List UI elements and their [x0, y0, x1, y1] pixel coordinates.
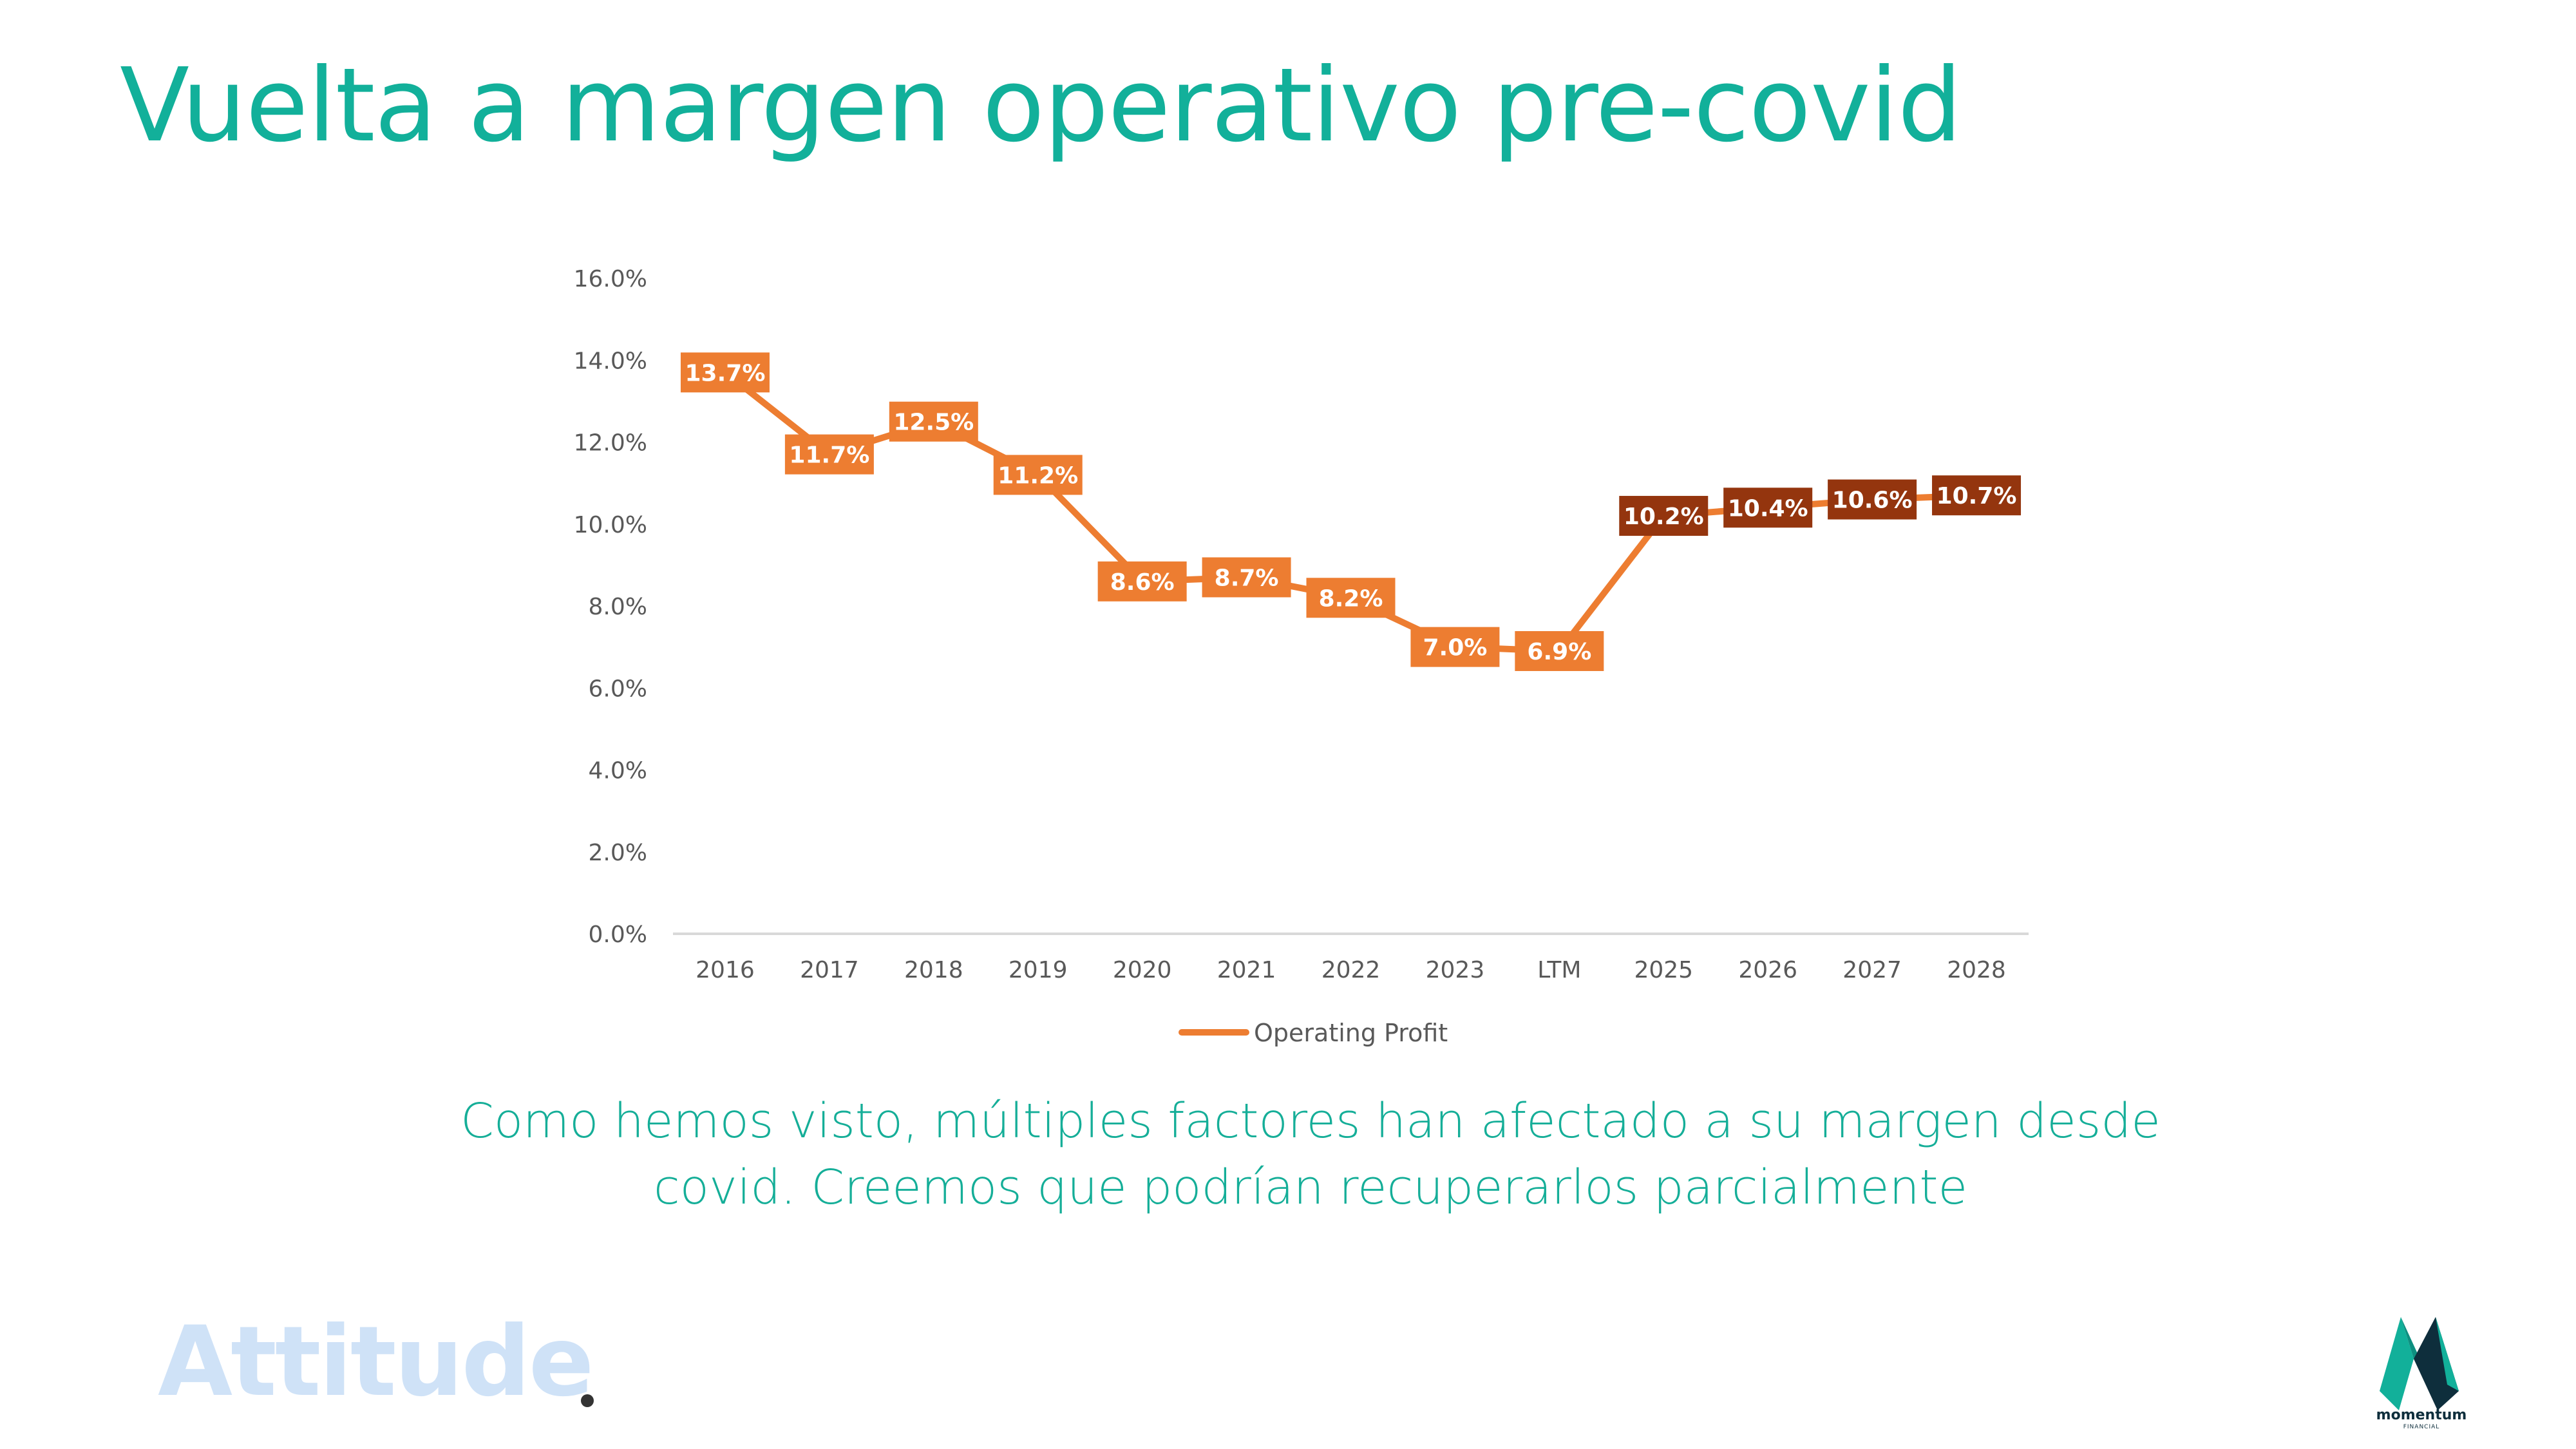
x-tick-label: LTM — [1537, 957, 1581, 983]
data-label-box — [1410, 627, 1500, 667]
data-label-box — [889, 401, 978, 442]
data-label-text: 12.5% — [893, 410, 974, 436]
data-label-box — [1306, 578, 1396, 618]
data-label: 6.9% — [1515, 630, 1604, 671]
legend-label: Operating Profit — [1254, 1019, 1448, 1047]
data-label-box — [1932, 475, 2022, 516]
data-label-box — [680, 352, 770, 393]
y-tick-label: 12.0% — [574, 430, 647, 457]
data-label-text: 10.7% — [1937, 483, 2017, 509]
data-label-text: 10.6% — [1832, 488, 1913, 514]
x-axis-tick-labels: 2016 2017 2018 2019 2020 2021 2022 2023 LTM 2025 2… — [696, 957, 2006, 983]
data-label: 10.6% — [1828, 479, 1917, 520]
data-label: 12.5% — [889, 401, 978, 442]
data-label: 13.7% — [680, 352, 770, 393]
data-label-text: 6.9% — [1527, 639, 1591, 665]
data-label: 7.0% — [1410, 627, 1500, 667]
data-label-box — [1619, 496, 1709, 536]
x-tick-label: 2026 — [1738, 957, 1797, 983]
x-tick-label: 2027 — [1842, 957, 1902, 983]
y-tick-label: 6.0% — [589, 676, 647, 702]
data-label: 11.7% — [784, 434, 874, 475]
momentum-logo-text: momentum — [2376, 1407, 2467, 1423]
x-tick-label: 2028 — [1947, 957, 2006, 983]
data-label-box — [1097, 561, 1187, 601]
x-tick-label: 2016 — [696, 957, 755, 983]
momentum-logo-icon — [2380, 1317, 2459, 1410]
data-label: 10.2% — [1619, 496, 1709, 536]
y-axis-tick-labels: 0.0% 2.0% 4.0% 6.0% 8.0% 10.0% 12.0% 14.0% 16.0% — [574, 266, 647, 948]
x-tick-label: 2023 — [1426, 957, 1485, 983]
momentum-logo-subtext: FINANCIAL — [2403, 1424, 2440, 1430]
y-tick-label: 8.0% — [589, 594, 647, 620]
y-tick-label: 14.0% — [574, 348, 647, 374]
data-labels: 13.7% 11.7% 12.5% 11.2% 8.6% 8.7% 8.2% 7.0% 6.9%… — [680, 352, 2022, 671]
y-tick-label: 10.0% — [574, 512, 647, 538]
data-label-box — [1202, 557, 1291, 598]
data-label: 8.6% — [1097, 561, 1187, 601]
data-label: 11.2% — [993, 455, 1083, 495]
x-tick-label: 2022 — [1321, 957, 1381, 983]
data-label: 10.7% — [1932, 475, 2022, 516]
x-tick-label: 2018 — [904, 957, 963, 983]
data-label-text: 8.6% — [1110, 569, 1175, 596]
data-label-text: 7.0% — [1423, 635, 1488, 661]
data-label-box — [1515, 630, 1604, 671]
x-tick-label: 2019 — [1009, 957, 1068, 983]
attitude-logo: Attitude — [158, 1306, 594, 1418]
x-tick-label: 2017 — [800, 957, 859, 983]
y-tick-label: 0.0% — [589, 922, 647, 948]
page-title: Vuelta a margen operativo pre-covid — [120, 46, 1962, 165]
x-tick-label: 2025 — [1634, 957, 1693, 983]
caption-text: Como hemos visto, múltiples factores han… — [460, 1094, 2161, 1215]
data-label-text: 8.2% — [1319, 585, 1383, 612]
data-label-box — [784, 434, 874, 475]
data-label: 8.7% — [1202, 557, 1291, 598]
data-label: 10.4% — [1723, 488, 1813, 528]
data-label-text: 11.2% — [998, 462, 1078, 489]
y-tick-label: 16.0% — [574, 266, 647, 292]
y-tick-label: 2.0% — [589, 840, 647, 866]
data-label-text: 10.2% — [1624, 504, 1704, 530]
legend: Operating Profit — [1179, 1019, 1448, 1047]
data-label-box — [993, 455, 1083, 495]
data-label-box — [1723, 488, 1813, 528]
data-label-text: 11.7% — [789, 442, 869, 469]
x-tick-label: 2021 — [1217, 957, 1276, 983]
y-tick-label: 4.0% — [589, 758, 647, 784]
attitude-logo-dot — [581, 1394, 594, 1407]
x-tick-label: 2020 — [1113, 957, 1172, 983]
data-label-text: 13.7% — [685, 360, 766, 386]
data-label-text: 10.4% — [1728, 495, 1808, 522]
data-label-box — [1828, 479, 1917, 520]
data-label: 8.2% — [1306, 578, 1396, 618]
data-label-text: 8.7% — [1215, 565, 1279, 591]
